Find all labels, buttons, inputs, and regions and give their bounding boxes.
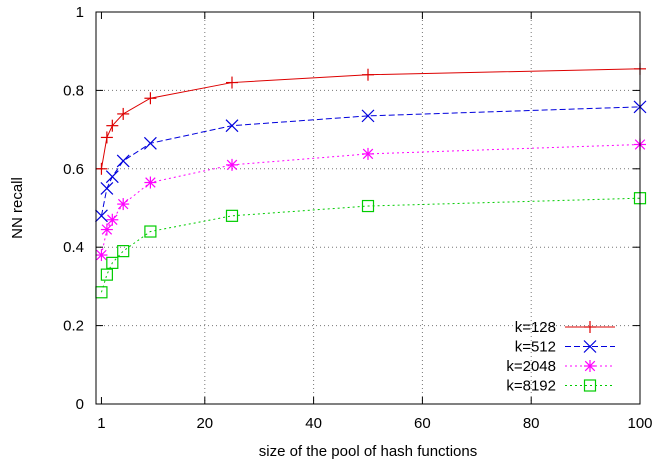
legend-entry: k=2048 <box>506 358 615 375</box>
legend-entry: k=128 <box>515 319 615 336</box>
data-point-cross <box>100 181 114 195</box>
data-point-square <box>361 199 375 213</box>
data-point-star <box>100 223 113 236</box>
legend-label: k=512 <box>515 339 556 356</box>
data-point-square <box>225 209 239 222</box>
data-point-square <box>106 256 119 269</box>
data-point-star <box>106 213 119 226</box>
legend-label: k=128 <box>515 319 556 336</box>
grid-lines <box>96 12 640 404</box>
data-point-plus <box>362 68 374 81</box>
legend-entry: k=8192 <box>506 378 615 395</box>
series-line <box>100 197 641 293</box>
y-tick-label: 0 <box>76 396 84 413</box>
y-tick-label: 0.8 <box>63 82 84 99</box>
x-tick-label: 20 <box>196 415 213 432</box>
plot-frame <box>95 11 641 405</box>
x-tick-label: 80 <box>523 415 540 432</box>
data-point-cross <box>143 136 157 150</box>
data-point-cross <box>105 170 119 184</box>
data-point-star <box>584 360 596 372</box>
data-point-square <box>117 245 130 258</box>
x-tick-label: 1 <box>97 415 105 432</box>
data-point-plus <box>226 76 238 89</box>
x-axis-label: size of the pool of hash functions <box>259 443 477 460</box>
data-point-star <box>95 249 108 262</box>
series-group <box>95 62 647 299</box>
data-point-plus <box>144 92 157 105</box>
legend-entry: k=512 <box>515 339 615 356</box>
series-line <box>100 106 641 216</box>
y-tick-label: 0.2 <box>63 318 84 335</box>
series-line <box>100 143 641 256</box>
series-k-8192 <box>95 192 647 299</box>
legend-label: k=2048 <box>506 358 556 375</box>
data-point-square <box>144 225 157 238</box>
legend: k=128 k=512 k=2048 k=8192 <box>506 319 615 395</box>
x-tick-label: 60 <box>414 415 431 432</box>
data-point-plus <box>106 119 119 132</box>
data-point-square <box>583 379 597 392</box>
data-point-star <box>362 147 374 160</box>
series-k-2048 <box>95 138 646 262</box>
x-tick-label: 40 <box>305 415 322 432</box>
data-point-cross <box>225 119 239 133</box>
data-point-star <box>226 158 238 171</box>
y-tick-label: 0.4 <box>63 239 84 256</box>
y-tick-label: 0.6 <box>63 161 84 178</box>
data-point-star <box>117 198 130 211</box>
series-k-128 <box>95 62 646 175</box>
data-point-plus <box>584 321 596 333</box>
y-axis-label: NN recall <box>9 177 26 239</box>
data-point-cross <box>116 154 130 168</box>
data-point-square <box>100 268 113 281</box>
data-point-cross <box>95 209 108 223</box>
legend-label: k=8192 <box>506 378 556 395</box>
data-point-plus <box>100 131 113 144</box>
data-point-plus <box>117 107 130 120</box>
data-point-cross <box>361 109 375 123</box>
series-k-512 <box>95 100 647 223</box>
data-point-cross <box>583 340 597 353</box>
x-tick-label: 100 <box>627 415 652 432</box>
tick-labels: 0 0.2 0.4 0.6 0.8 1 1 20 40 60 80 100 <box>63 4 652 432</box>
series-line <box>100 68 641 169</box>
data-point-star <box>144 176 157 189</box>
y-tick-label: 1 <box>76 4 84 21</box>
data-point-plus <box>95 162 108 175</box>
